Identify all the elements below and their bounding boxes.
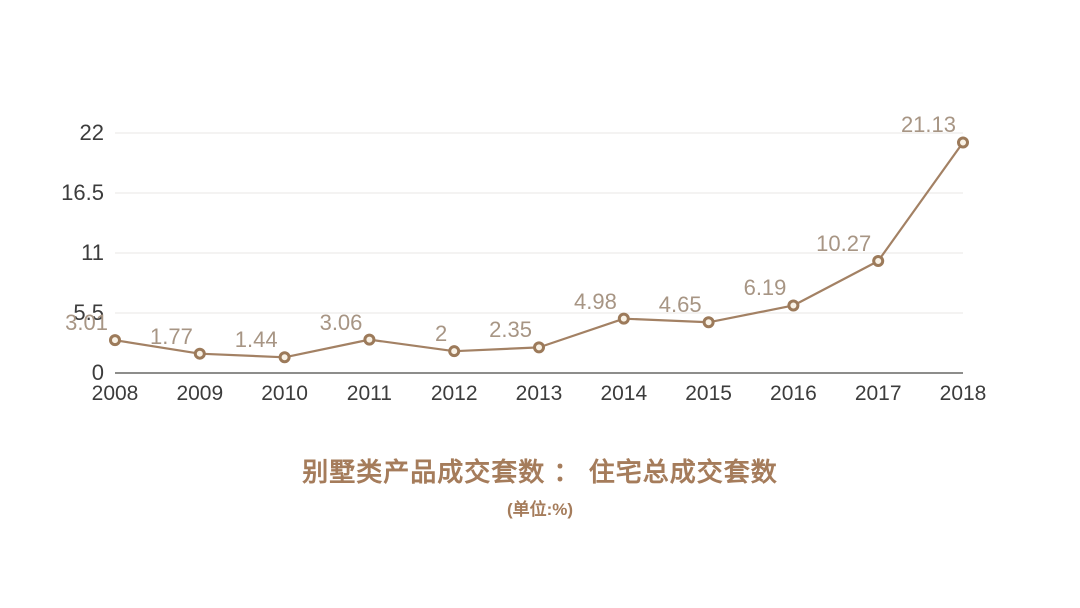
y-axis-tick-label: 11: [81, 240, 104, 265]
y-axis-tick-label: 16.5: [61, 180, 104, 205]
data-point-label: 1.77: [149, 323, 193, 349]
y-axis-tick-label: 22: [79, 120, 104, 145]
x-axis-tick-label: 2016: [770, 382, 817, 405]
data-point-marker: [787, 299, 800, 312]
data-point-marker: [957, 136, 969, 149]
chart-title: 别墅类产品成交套数 ： 住宅总成交套数: [302, 457, 778, 487]
data-point-label: 2.35: [489, 317, 532, 343]
x-axis-tick-label: 2008: [91, 382, 139, 405]
x-axis-tick-label: 2013: [515, 382, 563, 405]
data-point-marker: [448, 345, 461, 358]
y-axis-tick-label: 0: [91, 360, 104, 385]
x-axis-tick-label: 2009: [176, 382, 224, 405]
data-point-label: 21.13: [900, 112, 956, 138]
data-point-marker: [702, 316, 715, 329]
x-axis-tick-label: 2015: [685, 382, 732, 405]
data-point-marker: [533, 341, 545, 354]
x-axis-tick-label: 2017: [854, 382, 902, 405]
data-point-marker: [363, 333, 376, 346]
data-point-label: 4.98: [573, 288, 617, 314]
y-axis-tick-label: 5.5: [73, 300, 104, 325]
x-axis-tick-label: 2010: [261, 382, 308, 405]
x-axis-tick-label: 2012: [430, 382, 478, 405]
data-point-label: 2: [434, 321, 448, 347]
chart-subtitle: (单位:%): [506, 500, 574, 519]
data-point-label: 4.65: [658, 292, 702, 318]
x-axis-tick-label: 2014: [600, 382, 648, 405]
data-point-label: 3.01: [65, 310, 108, 336]
data-point-marker: [278, 351, 291, 364]
data-point-marker: [617, 312, 630, 325]
x-axis-tick-label: 2018: [939, 382, 987, 405]
data-point-label: 10.27: [816, 230, 872, 256]
data-point-marker: [109, 334, 121, 347]
data-point-label: 3.06: [319, 309, 363, 335]
data-point-label: 6.19: [743, 275, 787, 301]
data-point-label: 1.44: [234, 327, 278, 353]
x-axis-tick-label: 2011: [346, 382, 392, 405]
data-point-marker: [872, 254, 885, 267]
data-point-marker: [193, 347, 206, 360]
